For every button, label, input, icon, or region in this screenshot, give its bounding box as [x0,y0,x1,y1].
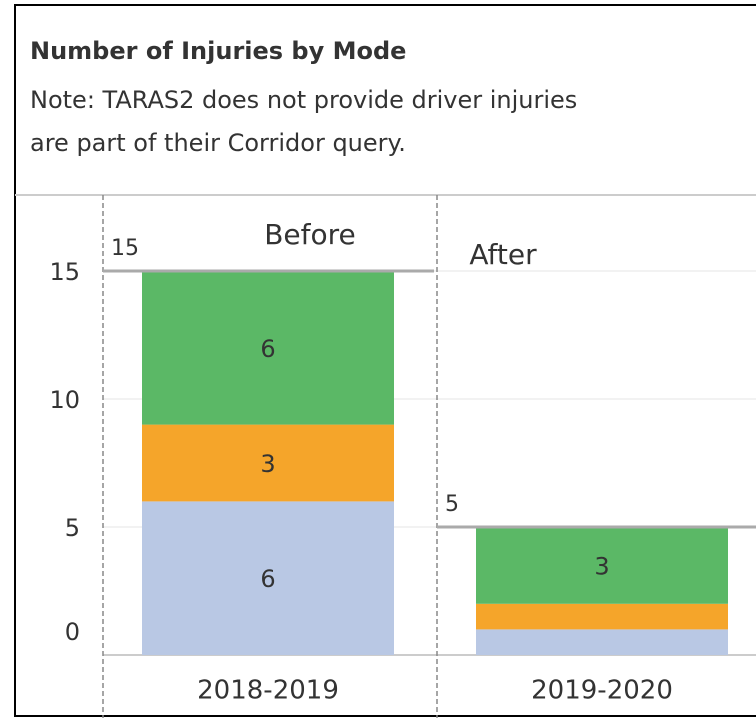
data-label: 3 [594,552,609,580]
x-tick-label: 2019-2020 [531,676,673,706]
y-tick-label: 15 [49,258,80,286]
y-tick-label: 5 [65,514,80,542]
y-tick-label: 10 [49,386,80,414]
bar-segment [142,501,394,655]
period-label: Before [264,218,356,251]
total-label: 5 [445,492,459,517]
data-label: 3 [260,450,275,478]
x-tick-label: 2018-2019 [197,676,339,706]
chart-title: Number of Injuries by Mode [30,37,406,65]
data-label: 6 [260,565,275,593]
bar-segment [142,424,394,502]
period-label: After [469,238,537,271]
bar-segment [142,271,394,425]
total-label: 15 [111,236,139,261]
bar-segment [476,629,728,655]
bar-segment [476,527,728,604]
subtitle-line: are part of their Corridor query. [30,129,406,157]
bar-segment [476,603,728,630]
subtitle-line: Note: TARAS2 does not provide driver inj… [30,86,577,114]
y-tick-label: 0 [65,618,80,646]
data-label: 6 [260,335,275,363]
